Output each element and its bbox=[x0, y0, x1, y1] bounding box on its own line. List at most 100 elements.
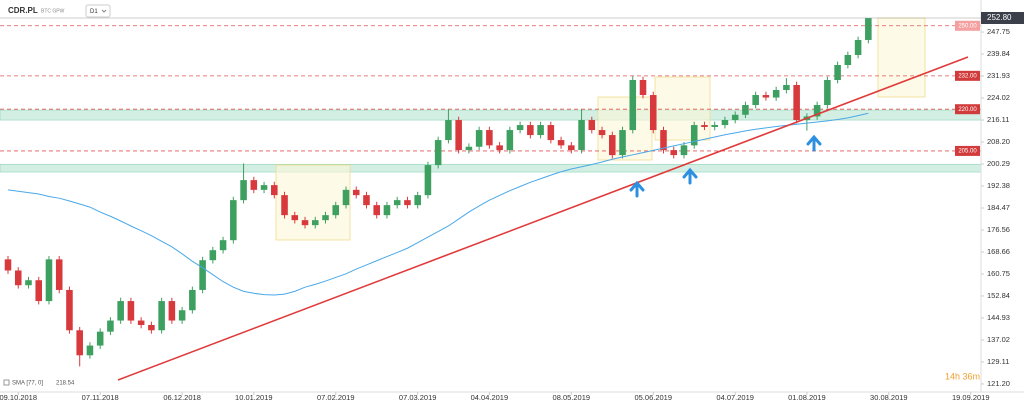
candle-body bbox=[332, 205, 340, 216]
candle-body bbox=[844, 54, 852, 65]
support-zone bbox=[0, 109, 982, 121]
y-tick-label: 184.47 bbox=[987, 203, 1010, 212]
candle-body bbox=[793, 85, 800, 121]
y-tick-label: 129.11 bbox=[987, 357, 1009, 366]
candle-body bbox=[588, 120, 596, 131]
candle-body bbox=[516, 125, 524, 131]
y-tick-label: 208.20 bbox=[987, 137, 1010, 146]
candle-body bbox=[772, 90, 780, 98]
candle-body bbox=[199, 260, 206, 290]
chevron bbox=[101, 9, 107, 13]
candle-body bbox=[240, 180, 247, 201]
candle-body bbox=[865, 18, 872, 40]
y-tick-label: 137.02 bbox=[987, 335, 1010, 344]
x-tick-label: 07.11.2018 bbox=[82, 393, 119, 402]
candle-body bbox=[25, 280, 32, 286]
level-tag bbox=[955, 104, 980, 115]
range-box bbox=[877, 17, 926, 98]
candle-body bbox=[311, 220, 319, 226]
candle-body bbox=[271, 185, 278, 196]
candle-body bbox=[107, 320, 114, 332]
candle-body bbox=[486, 130, 493, 146]
candle-body bbox=[66, 289, 73, 331]
candle-body bbox=[731, 114, 739, 121]
candle-body bbox=[619, 130, 626, 156]
candle-body bbox=[281, 195, 288, 216]
candle-body bbox=[680, 145, 688, 156]
candle-body bbox=[393, 200, 401, 206]
arrow-up bbox=[682, 167, 698, 185]
candle-body bbox=[598, 130, 606, 136]
level-label: 250.00 bbox=[958, 23, 977, 29]
candle-body bbox=[363, 195, 370, 206]
x-tick-label: 07.03.2019 bbox=[399, 393, 437, 402]
x-tick-label: 06.12.2018 bbox=[163, 393, 201, 402]
y-tick-label: 224.02 bbox=[987, 93, 1010, 102]
candle-body bbox=[178, 310, 186, 321]
candle-body bbox=[373, 205, 380, 216]
sma-value: 218.54 bbox=[56, 381, 75, 387]
range-box bbox=[654, 76, 711, 141]
candle-body bbox=[475, 130, 483, 147]
candle-body bbox=[45, 259, 53, 302]
candle-body bbox=[404, 200, 411, 206]
y-tick-label: 176.56 bbox=[987, 225, 1010, 234]
sma-line bbox=[7, 112, 869, 296]
candle-body bbox=[445, 120, 452, 141]
candle-body bbox=[230, 200, 237, 241]
sma-name: SMA [77, 0] bbox=[12, 381, 43, 387]
candle-body bbox=[291, 215, 299, 221]
candle-body bbox=[824, 80, 831, 106]
candle-body bbox=[690, 125, 698, 146]
x-tick-label: 04.04.2019 bbox=[471, 393, 509, 402]
level-label: 205.00 bbox=[958, 148, 977, 154]
candle-body bbox=[639, 80, 647, 96]
candle-body bbox=[547, 125, 555, 141]
candle-body bbox=[568, 145, 575, 151]
x-tick-label: 07.02.2019 bbox=[317, 393, 355, 402]
interval[interactable]: D1 bbox=[90, 9, 98, 15]
y-tick-label: 239.84 bbox=[987, 49, 1010, 58]
candle-body bbox=[434, 140, 442, 166]
candle-body bbox=[414, 195, 421, 206]
candle-body bbox=[465, 146, 473, 151]
candle-body bbox=[670, 150, 678, 156]
y-tick-label: 168.66 bbox=[987, 247, 1010, 256]
arrow-up bbox=[806, 134, 822, 152]
candle-body bbox=[14, 270, 22, 286]
candle-body bbox=[219, 240, 227, 251]
x-tick-label: 01.08.2019 bbox=[788, 393, 826, 402]
candle-body bbox=[301, 220, 309, 226]
candle-body bbox=[168, 301, 176, 321]
trendline bbox=[117, 56, 969, 381]
candle-body bbox=[322, 215, 329, 221]
x-tick-label: 08.05.2019 bbox=[553, 393, 591, 402]
y-tick-label: 121.20 bbox=[987, 379, 1010, 388]
candle-body bbox=[55, 259, 63, 290]
level-label: 232.00 bbox=[958, 73, 977, 79]
candle-body bbox=[649, 95, 657, 131]
y-tick-label: 152.84 bbox=[987, 291, 1010, 300]
candle-body bbox=[158, 301, 165, 331]
x-tick-label: 19.09.2019 bbox=[952, 393, 990, 402]
y-tick-label: 231.93 bbox=[987, 71, 1010, 80]
candle-body bbox=[537, 125, 544, 136]
candle-body bbox=[342, 189, 350, 206]
candle-body bbox=[752, 95, 759, 106]
last-price-tag bbox=[981, 12, 1024, 24]
x-tick-label: 09.10.2018 bbox=[0, 393, 37, 402]
candle-body bbox=[557, 140, 565, 146]
candle-body bbox=[4, 259, 12, 271]
x-tick-label: 04.07.2019 bbox=[716, 393, 754, 402]
y-tick-label: 192.38 bbox=[987, 181, 1010, 190]
interval-select[interactable] bbox=[85, 4, 111, 18]
candle-body bbox=[250, 180, 258, 190]
y-tick-label: 160.75 bbox=[987, 269, 1010, 278]
y-tick-label: 216.11 bbox=[987, 115, 1009, 124]
last-price-label: 252.80 bbox=[987, 13, 1012, 22]
candle-body bbox=[783, 85, 790, 91]
candle-body bbox=[117, 301, 124, 321]
candle-body bbox=[189, 289, 196, 311]
